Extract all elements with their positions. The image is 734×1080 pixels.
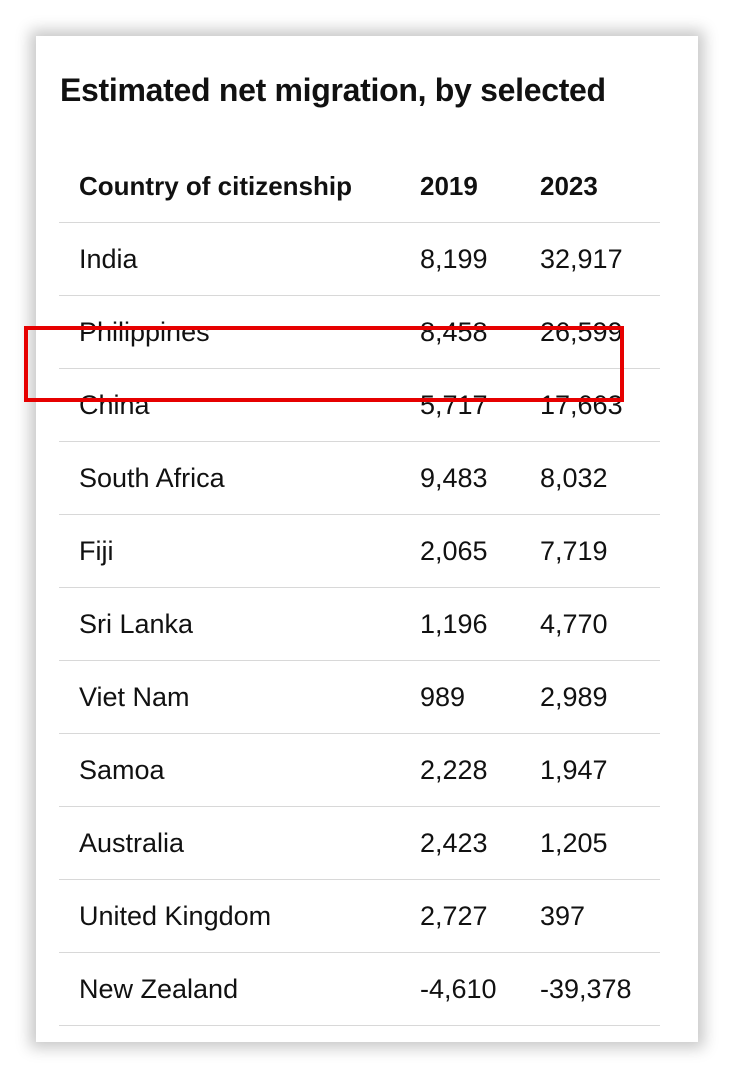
value-2019-cell: 8,199 [420,243,488,274]
value-2019-cell: -4,610 [420,973,497,1004]
table-row: New Zealand -4,610 -39,378 [59,953,660,1026]
value-2023-cell: 32,917 [540,243,623,274]
country-cell: South Africa [79,462,225,493]
value-2019-cell: 9,483 [420,462,488,493]
table-row: United Kingdom 2,727 397 [59,880,660,953]
country-cell: Philippines [79,316,210,347]
value-2023-cell: 397 [540,900,586,931]
table-row-highlighted: China 5,717 17,663 [59,369,660,442]
value-2023-cell: 8,032 [540,462,608,493]
country-cell: Australia [79,827,185,858]
country-cell: Samoa [79,754,165,785]
table-row: Fiji 2,065 7,719 [59,515,660,588]
table-row: Samoa 2,228 1,947 [59,734,660,807]
table-header-row: Country of citizenship 2019 2023 [59,150,660,223]
value-2023-cell: -39,378 [540,973,632,1004]
header-2023: 2023 [540,170,598,201]
country-cell: New Zealand [79,973,239,1004]
value-2023-cell: 7,719 [540,535,608,566]
table-row: Philippines 8,458 26,599 [59,296,660,369]
value-2019-cell: 2,727 [420,900,488,931]
table-row: Viet Nam 989 2,989 [59,661,660,734]
value-2023-cell: 26,599 [540,316,623,347]
table-card: Estimated net migration, by selected Cou… [36,36,698,1042]
value-2019-cell: 8,458 [420,316,488,347]
value-2019-cell: 2,065 [420,535,488,566]
value-2023-cell: 17,663 [540,389,623,420]
country-cell: China [79,389,150,420]
value-2023-cell: 4,770 [540,608,608,639]
value-2019-cell: 2,228 [420,754,488,785]
value-2023-cell: 2,989 [540,681,608,712]
country-cell: India [79,243,138,274]
value-2019-cell: 2,423 [420,827,488,858]
value-2019-cell: 989 [420,681,466,712]
table-row: Australia 2,423 1,205 [59,807,660,880]
migration-table: Country of citizenship 2019 2023 India 8… [59,150,660,1026]
value-2019-cell: 5,717 [420,389,488,420]
table-row: South Africa 9,483 8,032 [59,442,660,515]
header-2019: 2019 [420,170,478,201]
table-row: India 8,199 32,917 [59,223,660,296]
value-2023-cell: 1,205 [540,827,608,858]
country-cell: Sri Lanka [79,608,194,639]
country-cell: Fiji [79,535,114,566]
value-2019-cell: 1,196 [420,608,488,639]
page-title: Estimated net migration, by selected [60,72,606,108]
value-2023-cell: 1,947 [540,754,608,785]
country-cell: Viet Nam [79,681,190,712]
country-cell: United Kingdom [79,900,272,931]
table-row: Sri Lanka 1,196 4,770 [59,588,660,661]
header-country: Country of citizenship [79,170,352,201]
